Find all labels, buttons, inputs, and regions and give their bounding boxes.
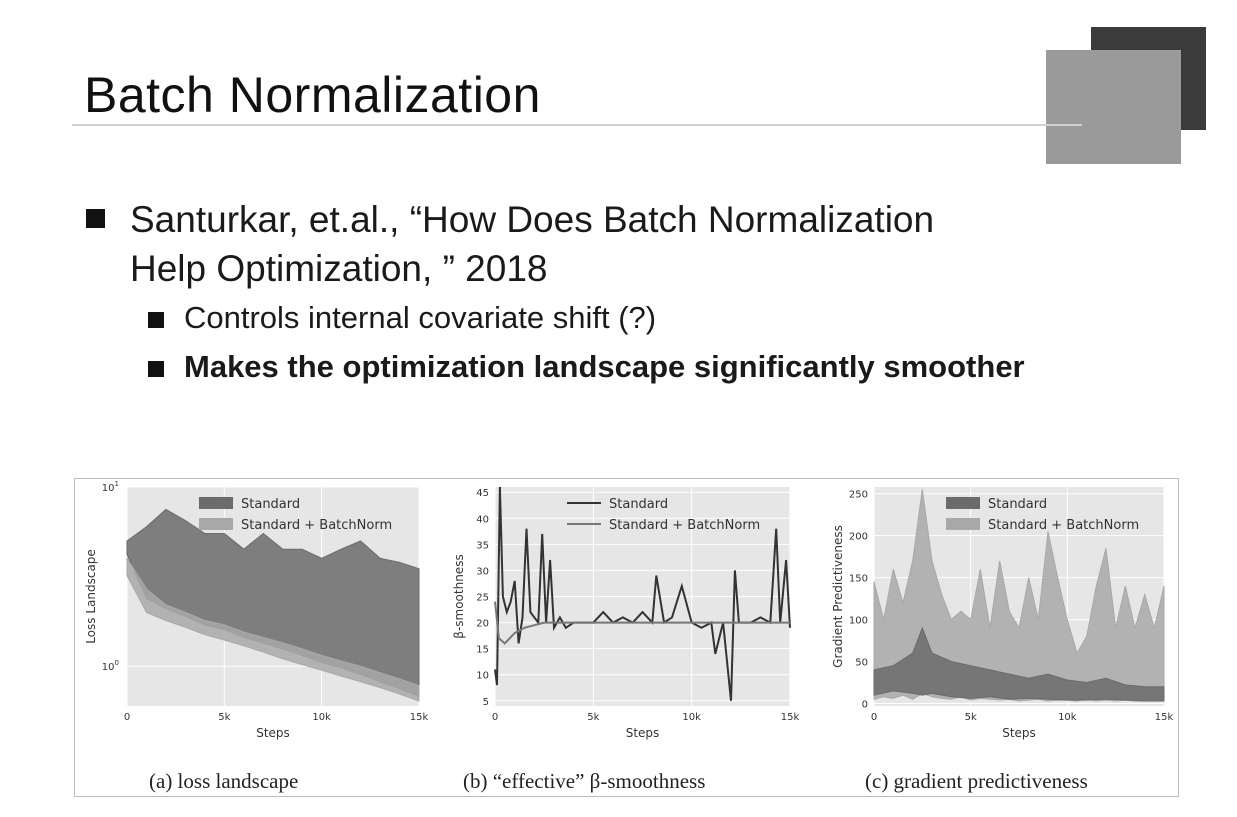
x-tick-label: 5k	[218, 712, 230, 723]
legend-swatch	[946, 518, 980, 530]
y-tick-label: 250	[849, 490, 868, 501]
series-band-standard	[873, 626, 1165, 702]
x-tick-label: 0	[492, 712, 498, 723]
legend-label: Standard + BatchNorm	[241, 518, 392, 533]
y-tick-label: 101	[102, 480, 119, 494]
x-axis-label: Steps	[1002, 726, 1036, 740]
x-tick-label: 15k	[781, 712, 800, 723]
y-tick-label: 20	[476, 619, 489, 630]
title-divider	[72, 124, 1082, 126]
y-tick-label: 30	[476, 566, 489, 577]
legend-swatch	[946, 497, 980, 509]
x-tick-label: 10k	[682, 712, 701, 723]
y-tick-label: 0	[862, 699, 868, 710]
series-band-batchnorm	[126, 556, 420, 702]
sub-bullet-2-text: Makes the optimization landscape signifi…	[184, 349, 1025, 384]
y-tick-label: 10	[476, 671, 489, 682]
legend-swatch	[199, 497, 233, 509]
caption-b: (b) “effective” β-smoothness	[463, 769, 706, 793]
x-tick-label: 0	[871, 712, 877, 723]
y-tick-label: 50	[855, 658, 868, 669]
caption-c: (c) gradient predictiveness	[865, 769, 1088, 793]
main-bullet-line-2: Help Optimization, ” 2018	[130, 248, 548, 289]
y-tick-label: 5	[483, 697, 489, 708]
y-tick-label: 15	[476, 645, 489, 656]
bullet-square-icon	[148, 312, 164, 328]
legend-label: Standard + BatchNorm	[609, 518, 760, 533]
x-tick-label: 15k	[1155, 712, 1174, 723]
y-tick-label: 100	[102, 659, 119, 673]
x-tick-label: 5k	[587, 712, 599, 723]
y-axis-label: β-smoothness	[452, 554, 466, 638]
bullet-square-icon	[148, 361, 164, 377]
y-tick-label: 150	[849, 574, 868, 585]
main-bullet-line-1: Santurkar, et.al., “How Does Batch Norma…	[130, 199, 935, 240]
x-tick-label: 0	[124, 712, 130, 723]
legend-swatch	[199, 518, 233, 530]
y-axis-label: Gradient Predictiveness	[831, 525, 845, 668]
sub-bullet-1-text: Controls internal covariate shift (?)	[184, 300, 657, 335]
decor-square-light	[1046, 50, 1181, 164]
y-tick-label: 45	[476, 488, 489, 499]
slide-title: Batch Normalization	[84, 67, 541, 123]
caption-a: (a) loss landscape	[149, 769, 299, 793]
main-bullet-text: Santurkar, et.al., “How Does Batch Norma…	[130, 195, 1090, 293]
series-line-batchnorm	[494, 601, 790, 645]
x-tick-label: 5k	[965, 712, 977, 723]
y-tick-label: 35	[476, 540, 489, 551]
legend-label: Standard	[609, 497, 668, 512]
x-tick-label: 10k	[312, 712, 331, 723]
x-axis-label: Steps	[256, 726, 290, 740]
legend-label: Standard	[988, 497, 1047, 512]
y-tick-label: 25	[476, 593, 489, 604]
y-tick-label: 100	[849, 616, 868, 627]
y-tick-label: 200	[849, 532, 868, 543]
figure-panel: 0 5k 10k 15k 100 101 Steps Loss Landscape Standa…	[74, 478, 1179, 797]
legend-label: Standard + BatchNorm	[988, 518, 1139, 533]
legend-label: Standard	[241, 497, 300, 512]
x-tick-label: 15k	[410, 712, 429, 723]
y-tick-label: 40	[476, 514, 489, 525]
x-axis-label: Steps	[626, 726, 660, 740]
y-axis-label: Loss Landscape	[84, 549, 98, 644]
bullet-square-icon	[86, 209, 105, 228]
x-tick-label: 10k	[1058, 712, 1077, 723]
